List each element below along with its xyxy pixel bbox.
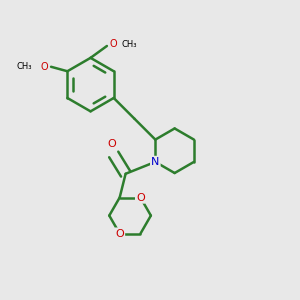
Text: O: O bbox=[110, 40, 118, 50]
Text: CH₃: CH₃ bbox=[16, 62, 32, 71]
Text: O: O bbox=[40, 62, 48, 72]
Text: N: N bbox=[151, 157, 160, 167]
Text: CH₃: CH₃ bbox=[122, 40, 137, 49]
Text: O: O bbox=[136, 193, 145, 202]
Text: O: O bbox=[115, 229, 124, 238]
Text: O: O bbox=[108, 139, 117, 148]
